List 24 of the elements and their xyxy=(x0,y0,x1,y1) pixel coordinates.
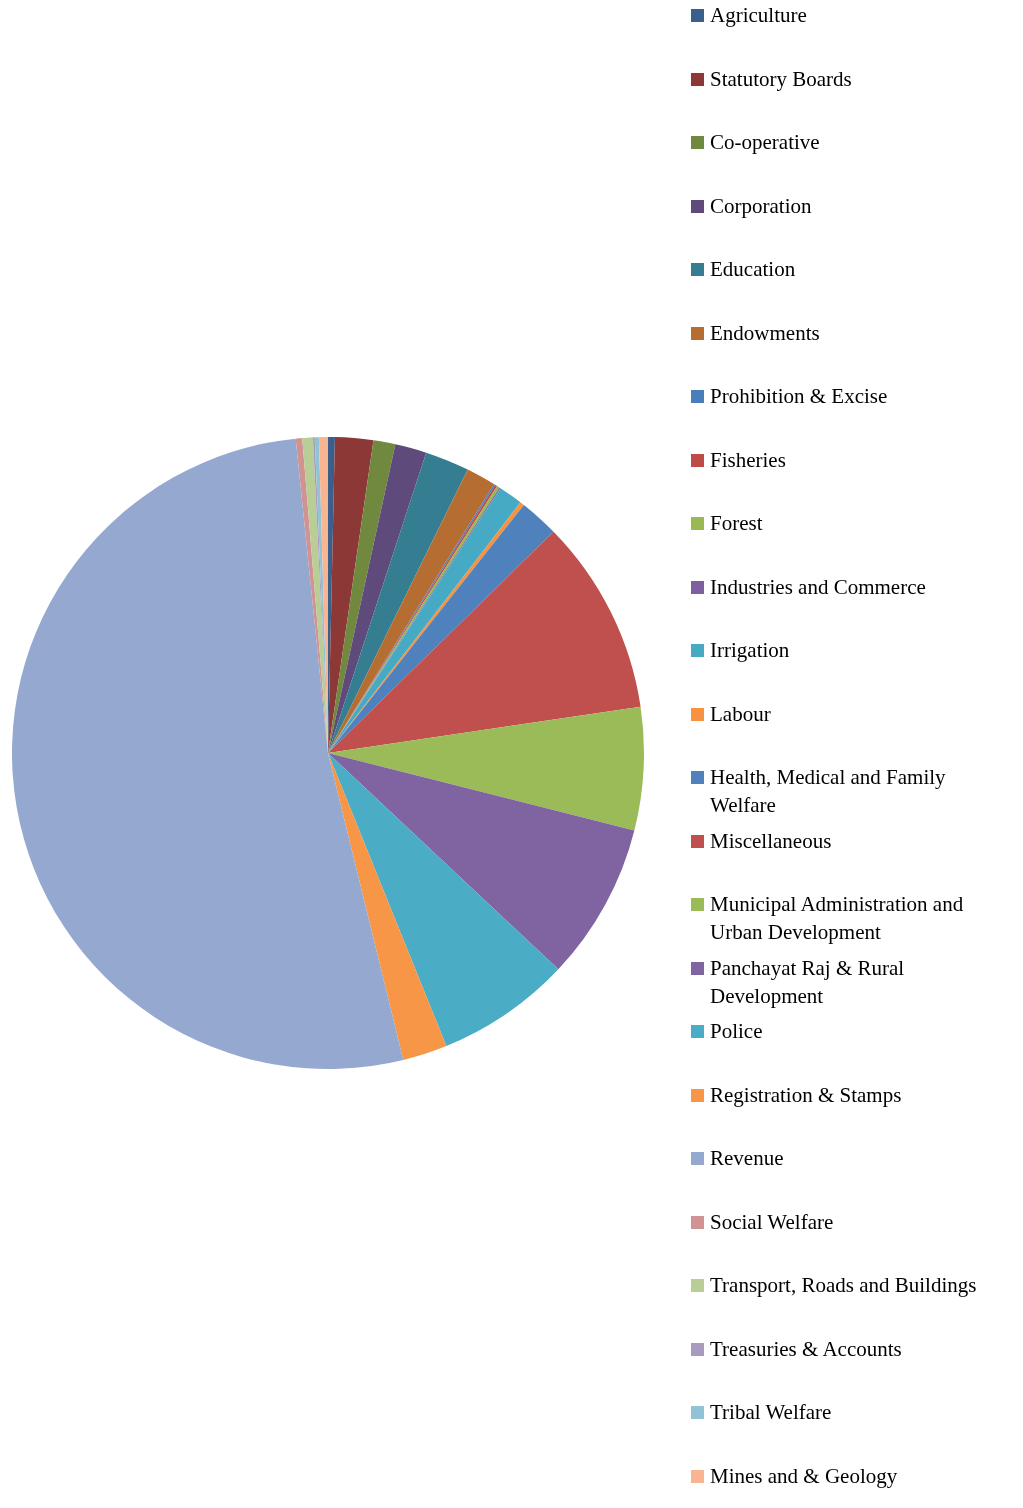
legend-label: Transport, Roads and Buildings xyxy=(710,1272,977,1299)
legend-label: Tribal Welfare xyxy=(710,1399,832,1426)
legend-label: Mines and & Geology xyxy=(710,1462,898,1490)
legend-label: Forest xyxy=(710,510,763,537)
legend-label: Miscellaneous xyxy=(710,827,832,855)
legend-label: Labour xyxy=(710,700,771,728)
legend-label: Agriculture xyxy=(710,7,807,29)
legend-label: Education xyxy=(710,256,796,283)
legend-label: Corporation xyxy=(710,192,812,220)
legend-label: Police xyxy=(710,1018,763,1045)
legend-label: Endowments xyxy=(710,319,820,347)
legend-label: Industries and Commerce xyxy=(710,573,926,601)
legend-label: Prohibition & Excise xyxy=(710,383,888,410)
legend-label: Statutory Boards xyxy=(710,65,852,93)
legend-label: Health, Medical and Family Welfare xyxy=(710,764,947,819)
legend-label: Co-operative xyxy=(710,129,820,156)
legend-label: Municipal Administration and Urban Development xyxy=(710,891,965,946)
legend-label: Registration & Stamps xyxy=(710,1081,902,1109)
legend-label: Revenue xyxy=(710,1145,784,1172)
legend-label: Fisheries xyxy=(710,446,786,474)
legend-label: Irrigation xyxy=(710,637,790,664)
legend-label: Treasuries & Accounts xyxy=(710,1335,902,1363)
legend-label: Social Welfare xyxy=(710,1208,834,1236)
legend-label: Panchayat Raj & Rural Development xyxy=(710,954,906,1010)
